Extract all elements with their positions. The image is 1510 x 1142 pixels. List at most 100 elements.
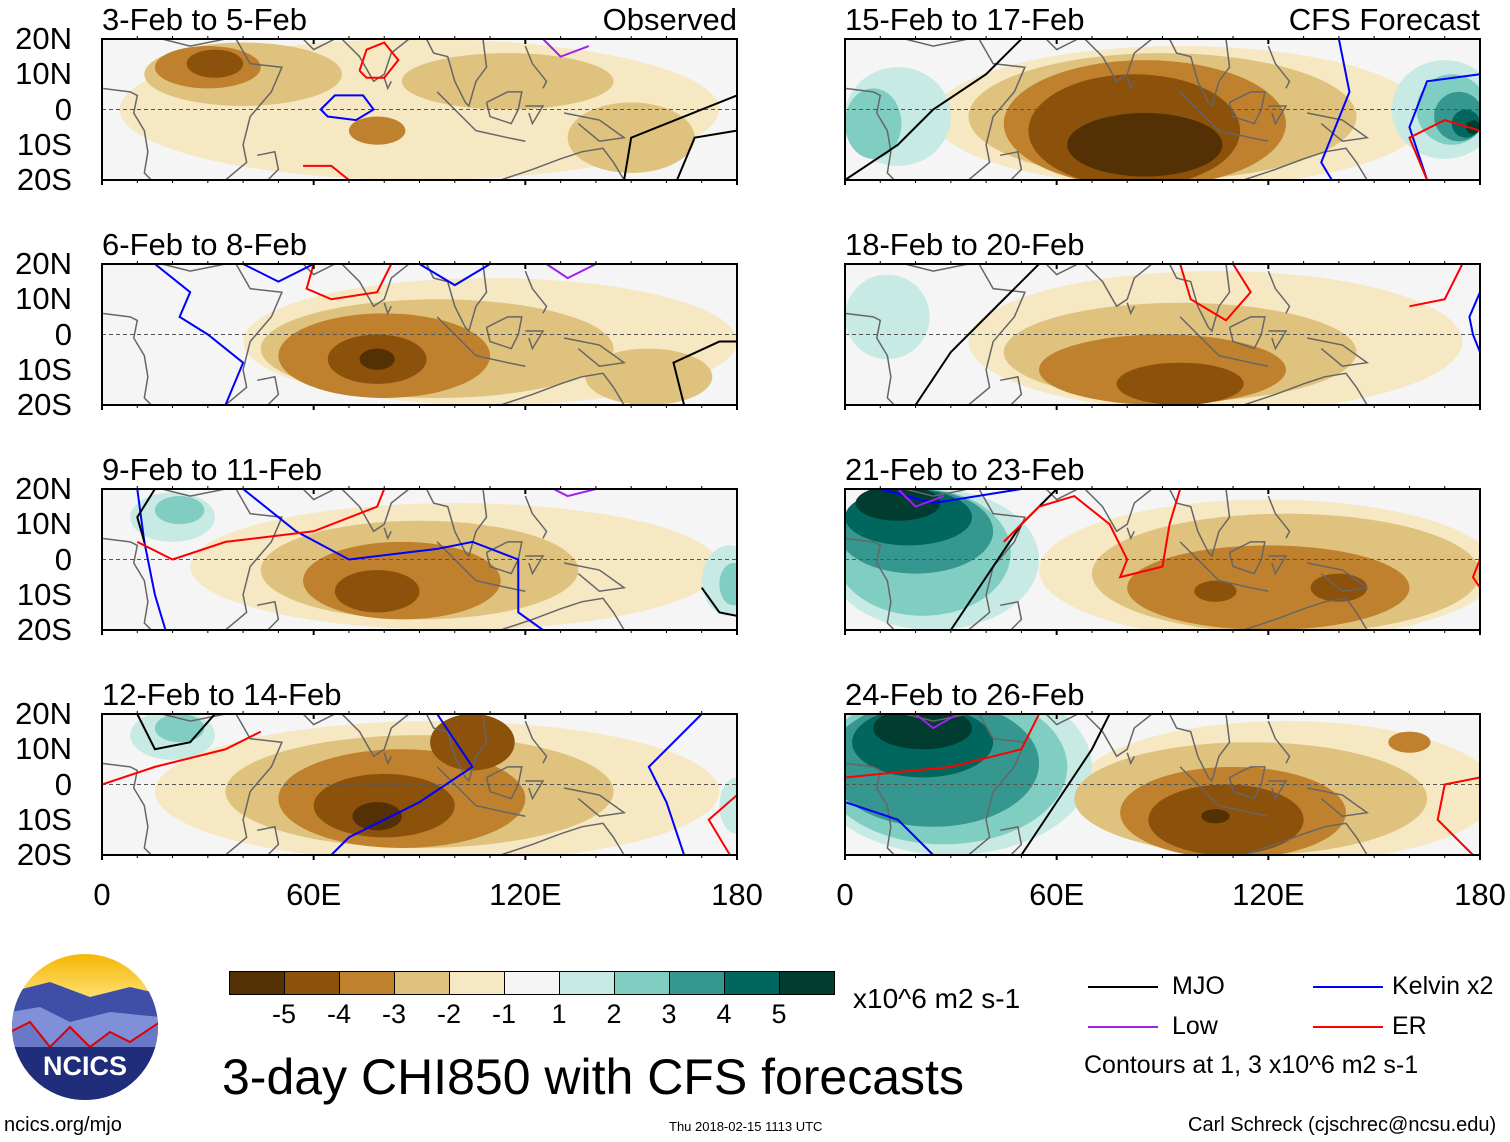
coastline [967,714,1027,855]
mjo-contour [136,714,216,751]
colorbar-swatch [725,972,780,994]
colorbar-label: 2 [606,999,622,1029]
legend-low-line [1088,1026,1158,1028]
shading-level--2 [401,53,614,110]
coastline [1000,825,1023,855]
shading-level--4 [334,570,420,613]
coastline [1126,527,1135,541]
y-tick-label: 20N [15,471,72,506]
y-tick-label: 20S [16,837,72,872]
coastline [563,562,627,593]
map-panel-3 [101,486,738,635]
coastline [475,354,526,367]
coastline [880,489,969,497]
mjo-contour [700,587,737,617]
footer-author: Carl Schreck (cjschrec@ncsu.edu) [1188,1114,1497,1136]
y-tick-label: 20S [16,612,72,647]
coastline [302,489,336,501]
er-contour [358,41,400,79]
kelvin-contour [136,489,167,630]
coastline [137,39,226,47]
panel-title: 9-Feb to 11-Feb [102,452,322,487]
x-tick-label: 180 [1454,877,1506,912]
y-tick-label: 10N [15,281,72,317]
coastline [524,720,548,764]
er-contour [1436,776,1480,855]
coastline [341,714,410,758]
y-tick-label: 0 [54,541,72,577]
kelvin-contour [330,714,474,855]
map-panel-8 [844,711,1481,860]
coastline [383,302,392,316]
coastline [525,330,545,351]
y-tick-label: 0 [54,316,72,352]
coastline [1218,804,1269,817]
kelvin-contour [1320,39,1351,180]
coastline [425,39,488,108]
kelvin-contour [1408,73,1480,180]
legend-kelvin: Kelvin x2 [1392,972,1494,1000]
coastline [1179,766,1220,807]
legend-er-line [1313,1026,1383,1028]
x-tick-label: 0 [836,877,854,912]
legend-mjo: MJO [1172,972,1225,1000]
colorbar-label: 1 [551,999,567,1029]
coastline [1168,264,1231,333]
legend-note: Contours at 1, 3 x10^6 m2 s-1 [1084,1051,1419,1079]
x-tick-label: 120E [1232,877,1305,912]
coastline [967,39,1027,180]
coastline [563,112,627,143]
shading-level-1 [719,777,737,834]
colorbar-swatch [450,972,505,994]
colorbar-label: -2 [436,999,462,1029]
kelvin-contour [418,264,491,287]
x-tick-label: 60E [286,877,342,912]
coastline [1000,375,1023,405]
colorbar-swatch [780,972,834,994]
coastline [880,39,969,47]
x-tick-label: 60E [1029,877,1085,912]
panel-label: CFS Forecast [1288,2,1480,37]
coastline [1084,264,1153,308]
map-panel-5 [844,36,1481,185]
mjo-contour [914,264,1040,405]
panel-title: 3-Feb to 5-Feb [102,2,308,37]
coastline [1267,45,1291,89]
panel-title: 12-Feb to 14-Feb [102,677,342,712]
coastline [500,147,625,180]
colorbar-label: -5 [271,999,297,1029]
y-tick-label: 10S [16,576,72,612]
y-tick-label: 10S [16,126,72,162]
shading-level--5 [352,802,402,831]
footer-url[interactable]: ncics.org/mjo [4,1114,122,1136]
shading-level--4 [1116,362,1244,405]
kelvin-contour [880,489,1022,505]
coastline [500,597,625,630]
mjo-contour [676,129,737,180]
mjo-contour [1020,714,1111,855]
coastline [224,264,284,405]
coastline [1267,495,1291,539]
coastline [524,495,548,539]
legend-er: ER [1392,1012,1427,1040]
shading-level-5 [873,714,972,750]
map-panel-7 [844,486,1481,635]
colorbar-swatch [505,972,560,994]
coastline [436,541,477,582]
coastline [475,129,526,142]
low-contour [553,489,597,498]
shading-level--4 [186,49,244,78]
er-contour [136,489,386,561]
map-panel-4 [101,711,738,860]
coastline [475,579,526,592]
coastline [224,39,284,180]
coastline [1084,489,1153,533]
x-tick-label: 0 [93,877,111,912]
shading-level--4 [1194,580,1237,602]
coastline [500,372,625,405]
shading-level-5 [855,489,941,521]
coastline [880,264,969,272]
colorbar-label: -3 [381,999,407,1029]
coastline [563,787,627,818]
coastline [1084,39,1153,83]
